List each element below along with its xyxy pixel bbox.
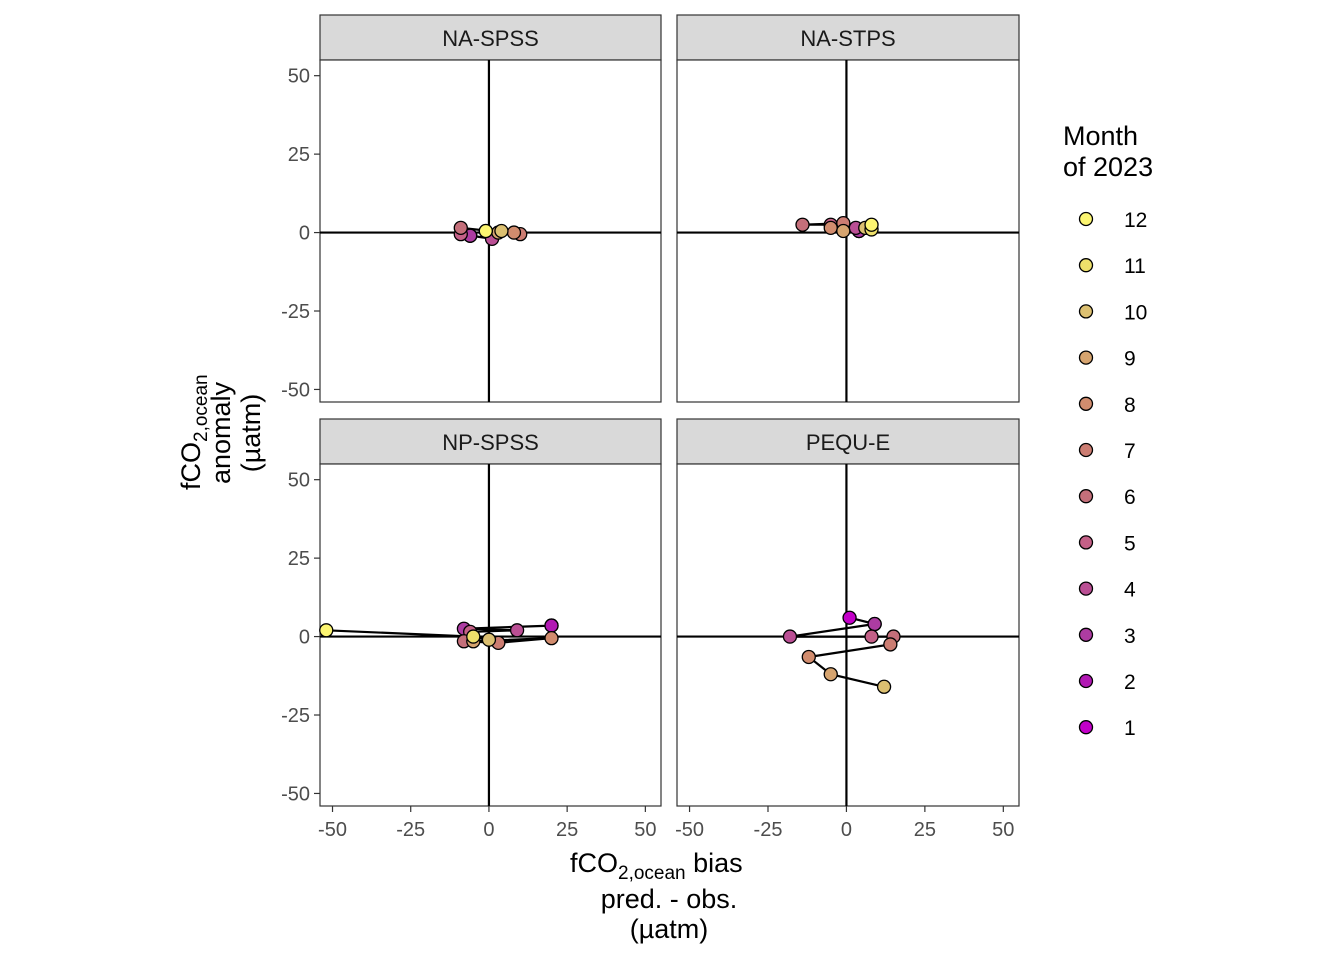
x-tick-label: 25: [556, 819, 578, 841]
x-tick-label: -50: [675, 819, 704, 841]
y-axis-title-line3: (µatm): [236, 394, 266, 473]
y-tick-label: 50: [288, 66, 310, 88]
legend-key: [1078, 489, 1094, 504]
data-point: [466, 629, 481, 644]
legend-label: 3: [1124, 625, 1136, 648]
x-tick-label: 50: [992, 819, 1014, 841]
data-point: [478, 223, 493, 239]
x-tick-label: -25: [754, 819, 783, 841]
facet-panel: NP-SPSS -50 -25 0 25 50 -50 -25 0 25 50: [281, 418, 662, 841]
legend-key: [1078, 396, 1094, 411]
x-tick-label: -25: [396, 819, 425, 841]
legend-label: 2: [1124, 671, 1136, 694]
data-point: [864, 629, 879, 644]
y-tick-label: 0: [299, 627, 310, 649]
x-tick-label: 0: [483, 819, 494, 841]
facet-strip: [319, 418, 662, 465]
data-point: [836, 223, 851, 239]
data-point: [544, 618, 559, 633]
facet-strip-label: NA-STPS: [800, 26, 895, 51]
data-point: [481, 632, 497, 647]
panel-border: [676, 463, 1020, 807]
facet-strip-label: NP-SPSS: [442, 430, 539, 455]
facet-strip-label: PEQU-E: [806, 430, 890, 455]
facet-strip: [676, 418, 1020, 465]
data-point: [453, 220, 468, 236]
data-point: [823, 220, 838, 236]
data-point: [876, 679, 892, 694]
y-tick-label: -25: [281, 301, 310, 323]
legend-key: [1078, 673, 1094, 689]
legend-key: [1078, 720, 1094, 735]
x-axis-title-sub: 2,ocean: [618, 863, 686, 884]
legend-key: [1078, 581, 1094, 596]
y-axis-title-line1: fCO2,ocean: [176, 374, 212, 490]
data-point: [506, 225, 522, 240]
legend-key: [1078, 304, 1094, 319]
legend-items: 12 11 10 9 8 7 6 5 4 3 2 1: [1078, 209, 1147, 740]
data-point: [864, 217, 879, 232]
data-point: [319, 623, 334, 638]
legend-label: 10: [1124, 301, 1147, 324]
y-axis-title: fCO2,ocean anomaly (µatm): [176, 374, 266, 490]
data-point: [883, 637, 898, 652]
facet-strip: [319, 14, 662, 61]
data-point: [823, 667, 838, 682]
legend-label: 11: [1124, 255, 1146, 278]
data-point: [867, 616, 882, 632]
data-point: [544, 630, 559, 646]
x-axis-title-line2: pred. - obs.: [601, 884, 738, 914]
legend-title-line2: of 2023: [1063, 152, 1153, 182]
legend-label: 5: [1124, 532, 1136, 555]
x-axis-title-rest: bias: [686, 848, 743, 878]
data-point: [801, 649, 816, 665]
data-point: [494, 223, 509, 239]
facet-strip-label: NA-SPSS: [442, 26, 539, 51]
y-axis-title-sub: 2,ocean: [191, 374, 212, 442]
y-tick-label: 25: [288, 548, 310, 570]
y-tick-label: 0: [299, 223, 310, 245]
x-axis-title-main: fCO: [570, 848, 618, 878]
legend: Month of 2023 12 11 10 9 8 7 6 5 4 3 2 1: [1063, 121, 1153, 740]
y-axis-title-main: fCO: [176, 442, 206, 490]
facet-panel: NA-SPSS -50 -25 0 25 50: [281, 14, 662, 403]
y-tick-label: 50: [288, 470, 310, 492]
data-point: [782, 629, 798, 644]
legend-key: [1078, 258, 1094, 273]
legend-label: 1: [1124, 717, 1136, 740]
data-point: [509, 623, 525, 638]
legend-label: 4: [1124, 579, 1136, 602]
facet-panel: PEQU-E -50 -25 0 25 50: [675, 418, 1020, 841]
x-tick-label: 0: [841, 819, 852, 841]
legend-key: [1078, 442, 1094, 458]
x-axis-title-line1: fCO2,ocean bias: [570, 848, 743, 884]
y-tick-label: -50: [281, 783, 310, 805]
legend-label: 6: [1124, 486, 1136, 509]
legend-key: [1078, 350, 1094, 365]
x-tick-label: -50: [318, 819, 347, 841]
legend-label: 7: [1124, 440, 1136, 463]
x-axis-title: fCO2,ocean bias pred. - obs. (µatm): [570, 848, 743, 944]
data-point: [795, 217, 810, 232]
y-tick-label: -25: [281, 705, 310, 727]
legend-title-line1: Month: [1063, 121, 1138, 151]
y-tick-label: -50: [281, 379, 310, 401]
legend-label: 8: [1124, 394, 1136, 417]
y-axis-title-line2: anomaly: [206, 381, 236, 484]
legend-key: [1078, 211, 1094, 227]
panels: NA-SPSS -50 -25 0 25 50 NA-STPS NP-SPSS -50 -25 0 2…: [281, 14, 1020, 841]
legend-key: [1078, 535, 1094, 550]
x-tick-label: 25: [914, 819, 936, 841]
x-axis-title-line3: (µatm): [630, 914, 709, 944]
data-point: [842, 610, 857, 625]
facet-panel: NA-STPS: [676, 14, 1020, 403]
y-tick-label: 25: [288, 144, 310, 166]
legend-label: 12: [1124, 209, 1147, 232]
legend-key: [1078, 627, 1094, 642]
x-tick-label: 50: [634, 819, 656, 841]
legend-label: 9: [1124, 348, 1136, 371]
